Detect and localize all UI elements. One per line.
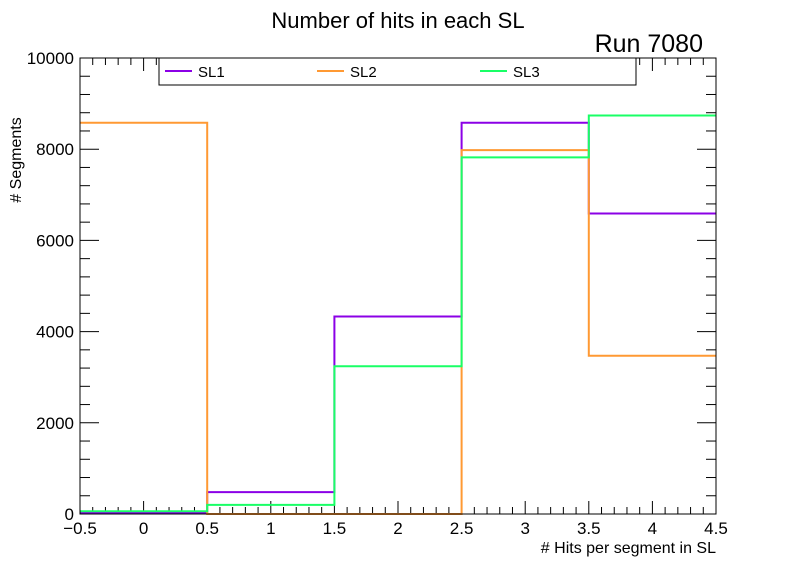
y-tick-label: 4000 bbox=[36, 323, 74, 342]
series-sl1-line bbox=[80, 121, 716, 514]
legend-label-sl2: SL2 bbox=[350, 64, 377, 81]
y-tick-label: 8000 bbox=[36, 140, 74, 159]
x-tick-label: 3.5 bbox=[577, 519, 601, 538]
x-tick-label: 0 bbox=[139, 519, 148, 538]
legend-label-sl3: SL3 bbox=[513, 64, 540, 81]
series-layer bbox=[80, 114, 716, 515]
x-tick-label: 2 bbox=[393, 519, 402, 538]
x-tick-label: 4.5 bbox=[704, 519, 728, 538]
x-tick-label: 1.5 bbox=[323, 519, 347, 538]
plot-frame bbox=[79, 57, 717, 515]
run-annotation: Run 7080 bbox=[595, 30, 703, 58]
x-tick-labels: −0.5 0 0.5 1 1.5 2 2.5 3 3.5 4 4.5 bbox=[63, 519, 728, 538]
x-tick-label: 1 bbox=[266, 519, 275, 538]
x-tick-label: 2.5 bbox=[450, 519, 474, 538]
x-tick-label: 3 bbox=[520, 519, 529, 538]
x-tick-label: 4 bbox=[648, 519, 657, 538]
legend-box bbox=[158, 57, 637, 86]
legend-label-sl1: SL1 bbox=[198, 64, 225, 81]
series-sl3-line bbox=[80, 114, 716, 513]
axis-ticks bbox=[79, 57, 717, 515]
y-tick-labels: 0 2000 4000 6000 8000 10000 bbox=[27, 49, 74, 524]
y-tick-label: 0 bbox=[65, 505, 74, 524]
y-tick-label: 10000 bbox=[27, 49, 74, 68]
chart-title: Number of hits in each SL bbox=[271, 8, 524, 33]
legend: SL1 SL2 SL3 bbox=[158, 57, 637, 86]
y-axis-label: # Segments bbox=[8, 117, 25, 202]
x-tick-label: 0.5 bbox=[195, 519, 219, 538]
y-tick-label: 6000 bbox=[36, 231, 74, 250]
y-tick-label: 2000 bbox=[36, 414, 74, 433]
series-sl2-line bbox=[80, 121, 716, 515]
x-tick-label: −0.5 bbox=[63, 519, 97, 538]
x-axis-label: # Hits per segment in SL bbox=[541, 540, 716, 557]
